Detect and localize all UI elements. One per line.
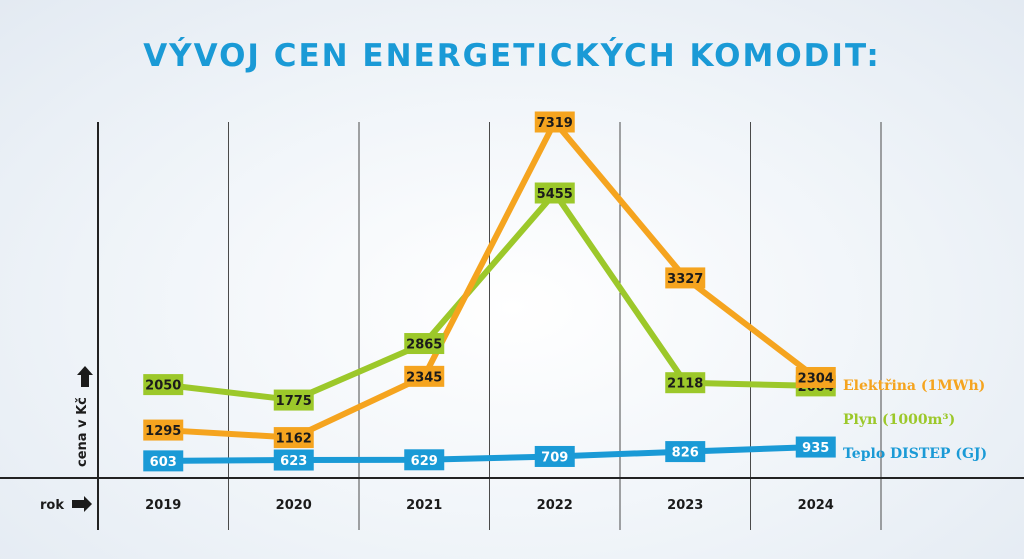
x-tick-label: 2019: [145, 498, 181, 513]
x-tick-label: 2020: [276, 498, 312, 513]
arrow-up-icon: [77, 366, 93, 387]
data-label-value: 2345: [406, 370, 442, 385]
data-label: 7319: [534, 111, 575, 133]
series-line-elektrina: [160, 119, 819, 441]
x-tick-label: 2021: [406, 498, 442, 513]
data-label: 629: [404, 449, 445, 471]
legend-entry-elektrina: Elektřina (1MWh): [843, 378, 985, 394]
data-label: 623: [273, 449, 314, 471]
data-label: 2050: [143, 374, 184, 396]
data-label-value: 826: [672, 446, 699, 461]
data-label: 1162: [273, 427, 314, 449]
data-label-box: [795, 436, 836, 458]
data-label-value: 1162: [276, 432, 312, 447]
series-line-teplo: [160, 444, 819, 464]
x-tick-label: 2022: [537, 498, 573, 513]
data-label: 603: [143, 450, 184, 472]
data-label-value: 629: [411, 454, 438, 469]
x-tick-label: 2024: [798, 498, 834, 513]
data-label: 1775: [273, 389, 314, 411]
data-label-value: 623: [280, 454, 307, 469]
data-label-box: [273, 449, 314, 471]
series-layer: [160, 119, 819, 464]
data-label-value: 2050: [145, 379, 181, 394]
data-label: 709: [534, 445, 575, 467]
chart-title: VÝVOJ CEN ENERGETICKÝCH KOMODIT:: [143, 38, 881, 74]
data-label: 2118: [665, 372, 706, 394]
grid-layer: [228, 122, 882, 530]
data-label-box: [404, 333, 445, 355]
data-label-value: 1775: [276, 394, 312, 409]
data-label-box: [143, 450, 184, 472]
series-line-plyn: [160, 190, 819, 404]
data-label-box: [143, 374, 184, 396]
legend: Elektřina (1MWh) Plyn (1000m³) Teplo DISTE…: [843, 378, 987, 462]
data-label: 2865: [404, 333, 445, 355]
data-label-value: 7319: [537, 116, 573, 131]
data-label-value: 3327: [667, 272, 703, 287]
data-label-box: [534, 111, 575, 133]
x-tick-label: 2023: [667, 498, 703, 513]
data-label-value: 709: [541, 450, 568, 465]
data-label-box: [665, 441, 706, 463]
data-label-box: [665, 372, 706, 394]
data-label-value: 2118: [667, 377, 703, 392]
data-label-value: 935: [802, 441, 829, 456]
data-label-box: [273, 389, 314, 411]
y-axis-label: cena v Kč: [75, 397, 90, 467]
data-label-box: [273, 427, 314, 449]
data-label-box: [534, 182, 575, 204]
data-label-box: [404, 449, 445, 471]
data-label-value: 5455: [537, 187, 573, 202]
data-label-box: [143, 419, 184, 441]
data-label: 2345: [404, 365, 445, 387]
data-label: 935: [795, 436, 836, 458]
data-label-value: 2304: [798, 371, 834, 386]
data-label-box: [534, 445, 575, 467]
legend-entry-teplo: Teplo DISTEP (GJ): [843, 446, 987, 462]
data-label-box: [404, 365, 445, 387]
data-label-value: 603: [150, 455, 177, 470]
data-label: 826: [665, 441, 706, 463]
data-label-value: 2865: [406, 338, 442, 353]
axis-layer: 2019 2020 2021 2022 2023 2024 rok cena v Kč: [0, 122, 1024, 530]
data-label-box: [665, 267, 706, 289]
x-axis-label: rok: [40, 498, 64, 513]
data-label: 3327: [665, 267, 706, 289]
label-layer: 2050177528655455211820041295116223457319…: [143, 111, 836, 472]
data-label: 1295: [143, 419, 184, 441]
data-label: 5455: [534, 182, 575, 204]
legend-entry-plyn: Plyn (1000m³): [843, 412, 955, 428]
arrow-right-icon: [72, 496, 92, 512]
data-label-value: 1295: [145, 424, 181, 439]
data-label-box: [795, 366, 836, 388]
data-label: 2304: [795, 366, 836, 388]
